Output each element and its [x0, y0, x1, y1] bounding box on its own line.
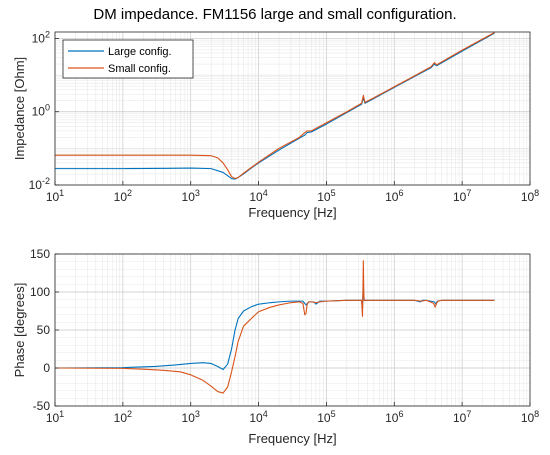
impedance-xtick-label: 106 [385, 188, 403, 204]
figure-title: DM impedance. FM1156 large and small con… [93, 6, 457, 23]
impedance-xtick-label: 102 [114, 188, 132, 204]
phase-ytick-label: -50 [33, 399, 51, 413]
impedance-legend: Large config. Small config. [62, 39, 194, 79]
impedance-series-small-config [55, 32, 495, 180]
phase-ytick-label: 150 [30, 247, 50, 261]
impedance-series [55, 32, 495, 180]
impedance-xtick-label: 105 [317, 188, 335, 204]
phase-xlabel: Frequency [Hz] [248, 431, 336, 446]
phase-series-small-config [54, 260, 495, 394]
impedance-axes: 101 102 103 104 105 106 107 108 10-2 100 102 Frequ… [12, 29, 539, 220]
impedance-ticks: 101 102 103 104 105 106 107 108 10-2 100 102 [29, 29, 540, 204]
phase-xtick-label: 106 [385, 409, 403, 425]
phase-xtick-label: 102 [114, 409, 132, 425]
phase-grid [54, 253, 530, 407]
impedance-xlabel: Frequency [Hz] [248, 205, 336, 220]
phase-xtick-label: 101 [46, 409, 64, 425]
legend-box [62, 39, 194, 79]
impedance-ytick-label: 100 [32, 103, 50, 119]
impedance-xtick-label: 101 [46, 188, 64, 204]
impedance-xtick-label: 108 [521, 188, 539, 204]
phase-xtick-label: 107 [453, 409, 471, 425]
impedance-ytick-label: 10-2 [29, 176, 50, 192]
phase-ticks: 101 102 103 104 105 106 107 108 -50 0 50 100 150 [30, 247, 539, 425]
phase-series [54, 260, 495, 394]
phase-xtick-label: 108 [521, 409, 539, 425]
legend-label-small: Small config. [108, 63, 171, 75]
impedance-series-large-config [55, 32, 495, 180]
impedance-xtick-label: 107 [453, 188, 471, 204]
impedance-ytick-label: 102 [32, 29, 50, 45]
impedance-xtick-label: 103 [182, 188, 200, 204]
impedance-ylabel: Impedance [Ohm] [12, 57, 27, 160]
phase-xtick-label: 103 [182, 409, 200, 425]
phase-xtick-label: 105 [317, 409, 335, 425]
phase-xtick-label: 104 [249, 409, 267, 425]
phase-axes: 101 102 103 104 105 106 107 108 -50 0 50 100 150 Fre… [12, 247, 539, 446]
legend-label-large: Large config. [108, 46, 172, 58]
phase-ytick-label: 100 [30, 285, 50, 299]
impedance-xtick-label: 104 [249, 188, 267, 204]
phase-ytick-label: 50 [37, 323, 51, 337]
impedance-axes-box [54, 31, 531, 186]
phase-ylabel: Phase [degrees] [12, 283, 27, 378]
phase-ytick-label: 0 [43, 361, 50, 375]
